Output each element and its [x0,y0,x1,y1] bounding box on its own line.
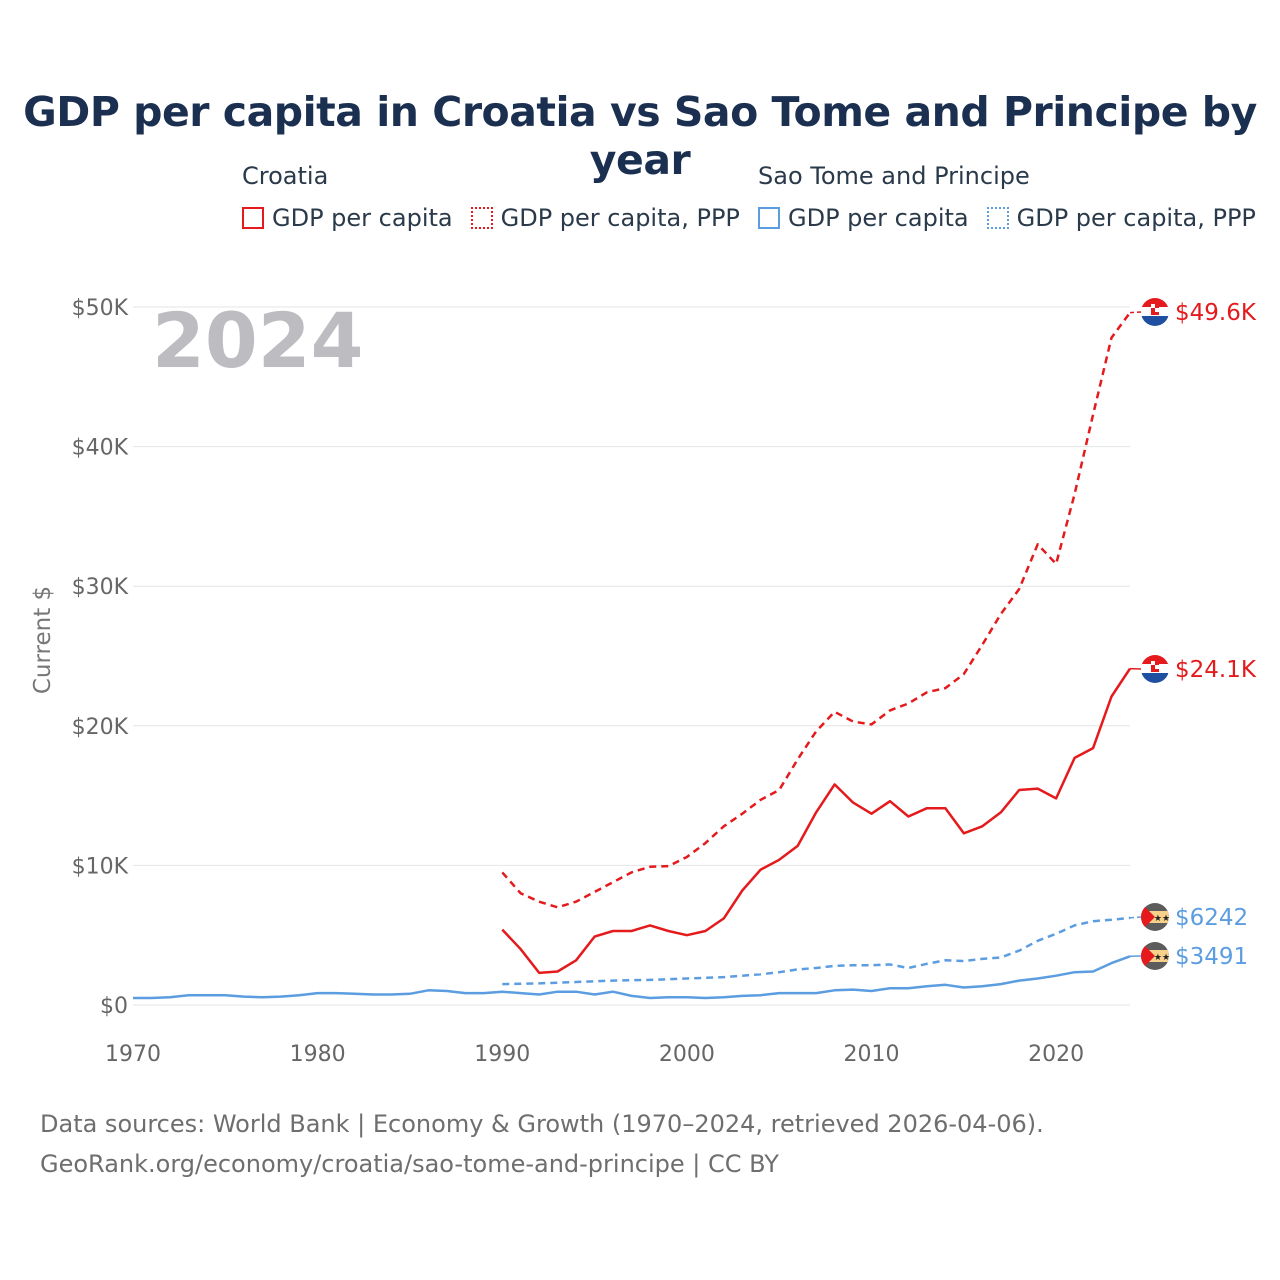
sao-tome-flag-icon: ★★ [1141,903,1170,931]
legend-swatch-solid [242,207,264,229]
legend-label: GDP per capita [272,204,453,232]
chart-title: GDP per capita in Croatia vs Sao Tome an… [23,88,1257,184]
series-line-3 [133,955,1131,1000]
legend-item-croatia-gdp[interactable]: GDP per capita [242,204,453,232]
croatia-flag-icon [1141,655,1169,683]
legend-swatch-dotted [986,207,1009,229]
legend-label: GDP per capita, PPP [500,204,740,232]
y-tick-label: $30K [72,575,129,600]
end-value-label: $6242 [1175,905,1248,931]
current-year-label: 2024 [152,296,364,385]
legend-group-sao-tome: Sao Tome and Principe GDP per capita GDP… [758,162,1274,232]
series-line-1 [501,667,1132,975]
x-tick-label: 2000 [659,1042,715,1067]
legend-group-title: Croatia [242,162,329,190]
end-value-label: $3491 [1175,944,1248,970]
y-tick-label: $20K [72,715,129,740]
end-value-label: $49.6K [1175,300,1257,326]
y-tick-label: $10K [72,854,129,879]
y-tick-label: $40K [72,436,129,461]
x-tick-label: 2020 [1028,1042,1084,1067]
legend-group-title: Sao Tome and Principe [758,162,1030,190]
legend-swatch-solid [758,207,780,229]
legend-item-croatia-gdp-ppp[interactable]: GDP per capita, PPP [470,204,740,232]
series-line-2 [502,916,1131,986]
y-tick-label: $0 [100,994,128,1019]
end-connector [1129,916,1142,919]
chart-footer: Data sources: World Bank | Economy & Gro… [40,1104,1044,1184]
footer-attribution: GeoRank.org/economy/croatia/sao-tome-and… [40,1150,779,1178]
x-tick-label: 1990 [474,1042,530,1067]
x-tick-label: 1970 [105,1042,161,1067]
end-connector [1129,311,1142,314]
y-tick-label: $50K [72,296,129,321]
footer-sources: Data sources: World Bank | Economy & Gro… [40,1110,1044,1138]
svg-text:★★: ★★ [1154,914,1170,924]
legend-label: GDP per capita, PPP [1016,204,1256,232]
end-value-label: $24.1K [1175,657,1257,683]
series-line-0 [501,311,1132,909]
x-tick-label: 1980 [290,1042,346,1067]
legend-item-sao-tome-gdp[interactable]: GDP per capita [758,204,969,232]
legend-group-croatia: Croatia GDP per capita GDP per capita, P… [242,162,758,232]
sao-tome-flag-icon: ★★ [1141,942,1170,970]
y-axis-label: Current $ [30,586,56,694]
svg-text:★★: ★★ [1154,953,1170,963]
x-tick-label: 2010 [844,1042,900,1067]
legend-label: GDP per capita [788,204,969,232]
legend-item-sao-tome-gdp-ppp[interactable]: GDP per capita, PPP [986,204,1256,232]
legend-swatch-dotted [470,207,493,229]
croatia-flag-icon [1141,298,1169,326]
